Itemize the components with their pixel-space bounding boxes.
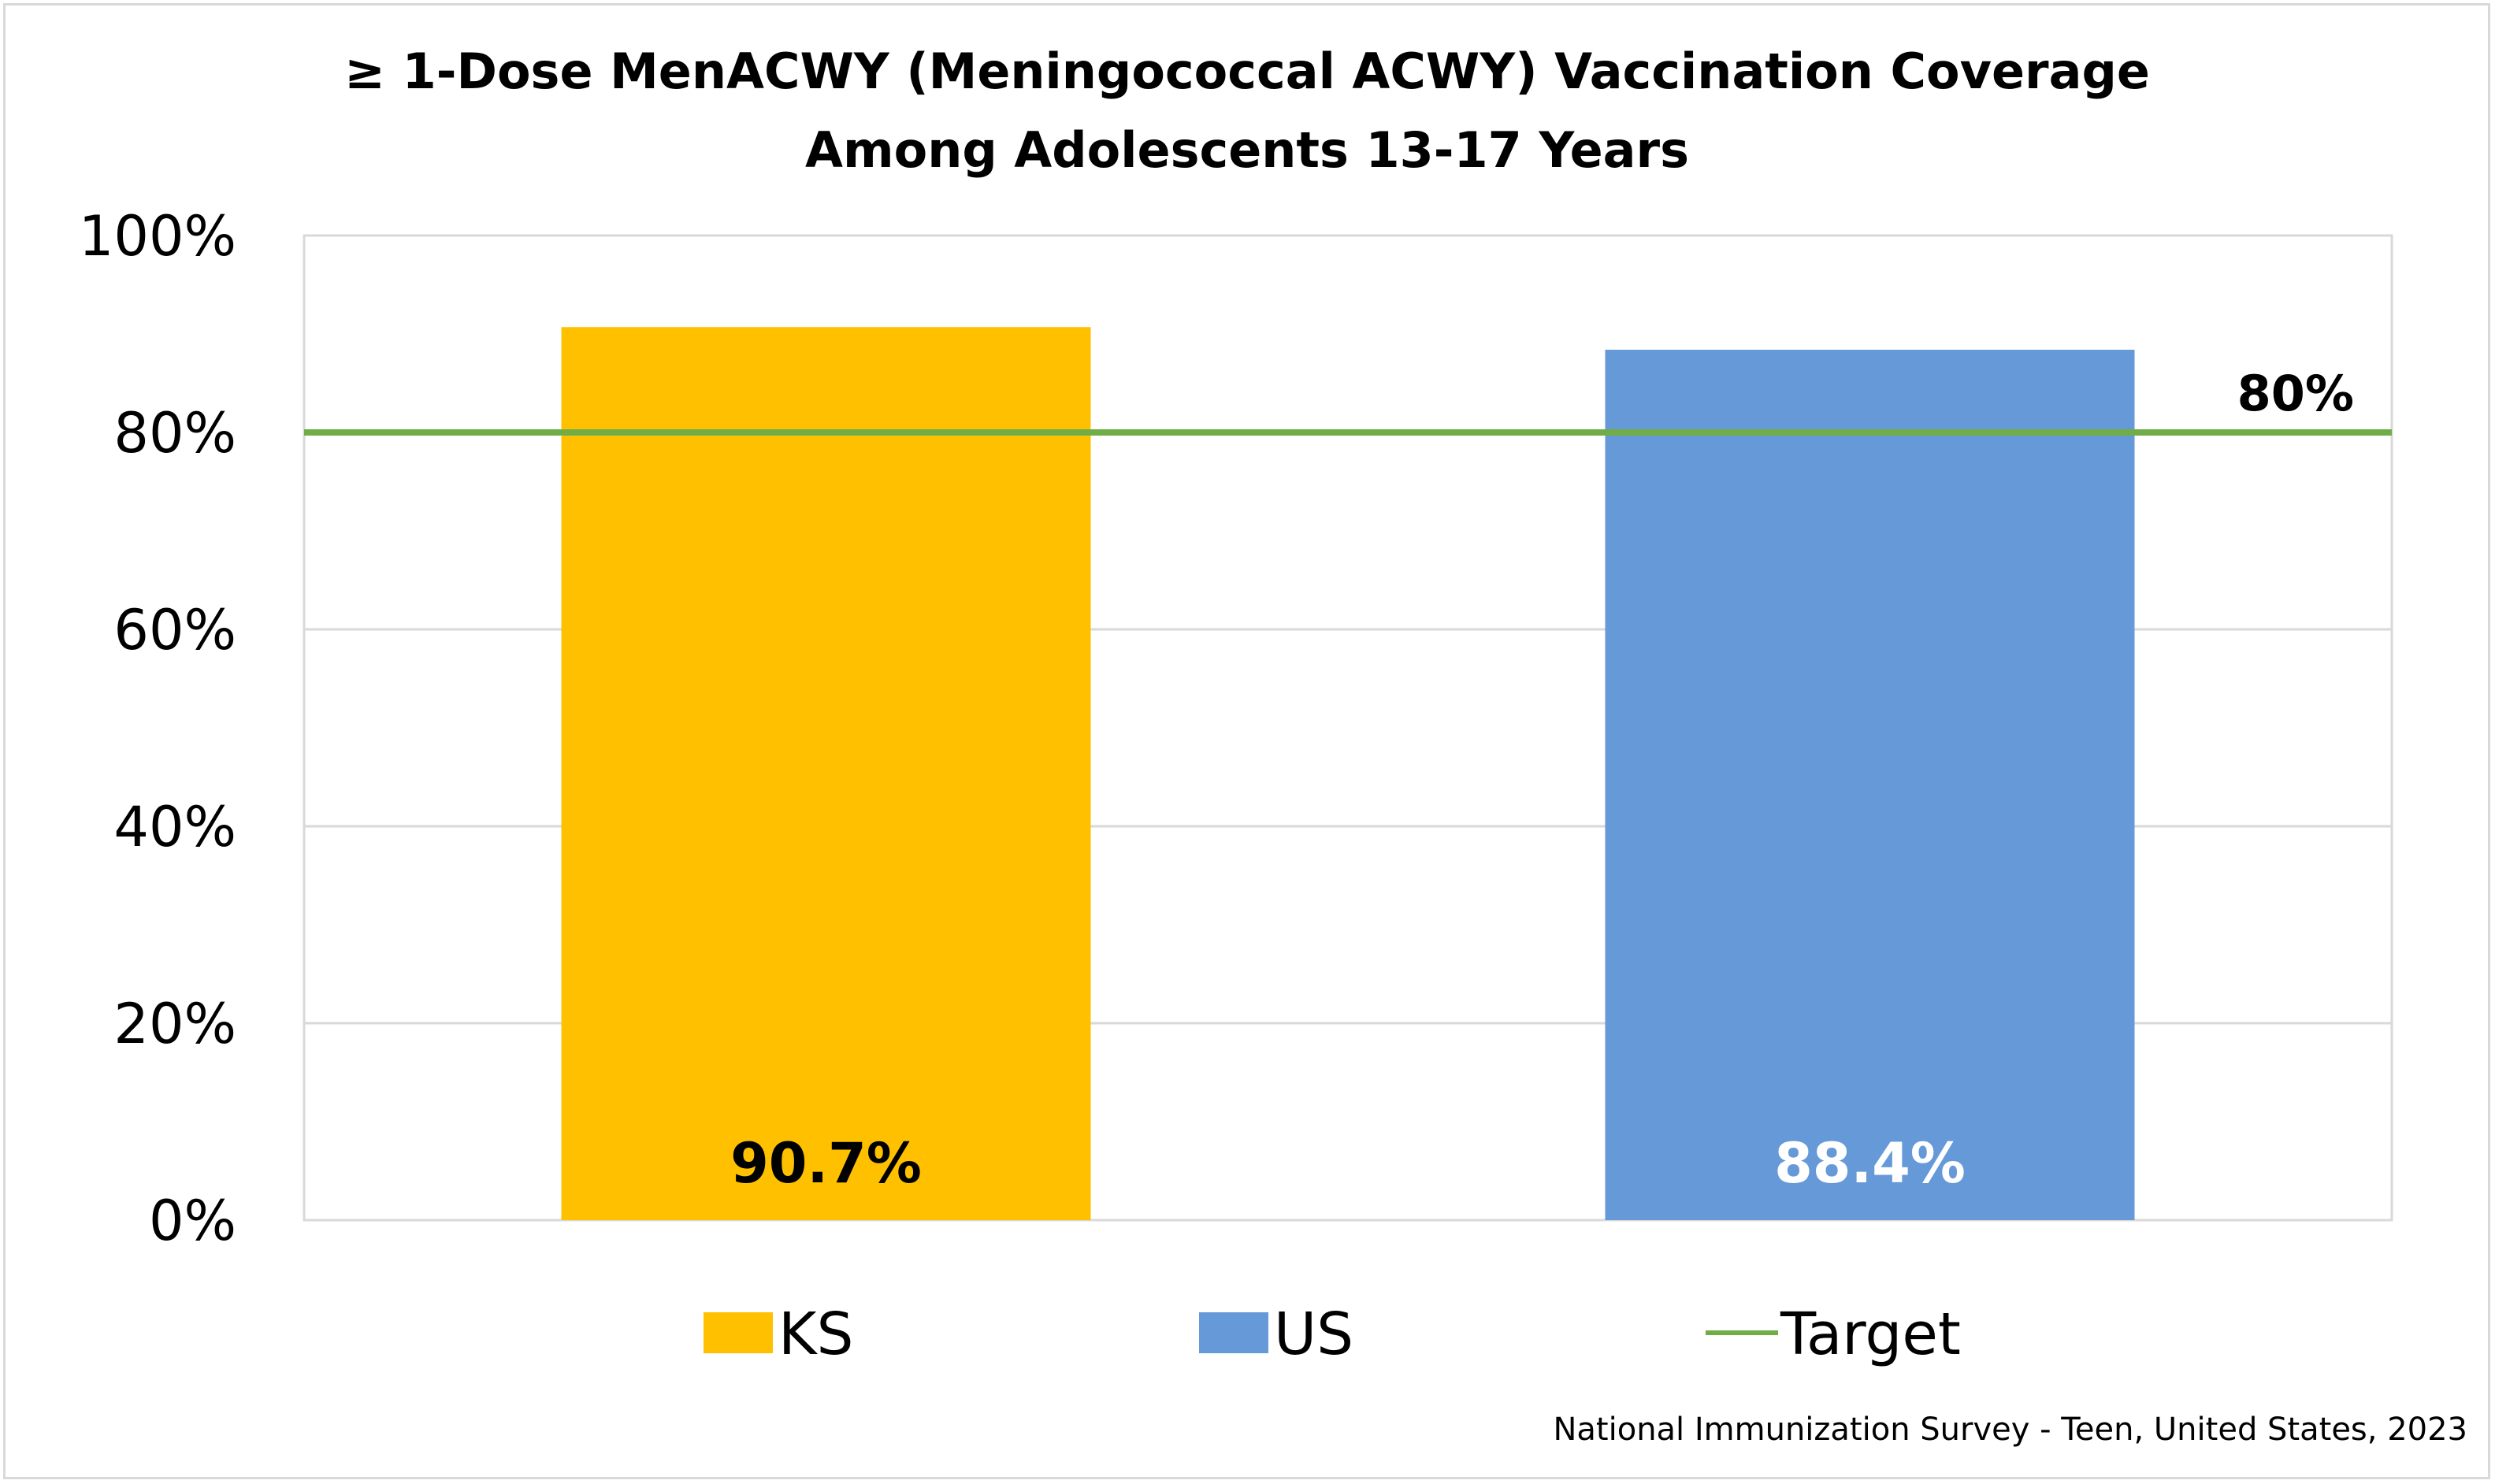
legend-label-target: Target xyxy=(1780,1300,1961,1368)
y-tick-label: 20% xyxy=(113,992,236,1056)
y-tick-label: 60% xyxy=(113,598,236,662)
legend-swatch-us xyxy=(1199,1312,1268,1353)
bar-ks xyxy=(561,327,1091,1220)
source-note: National Immunization Survey - Teen, Uni… xyxy=(1553,1412,2467,1448)
y-tick-label: 0% xyxy=(149,1189,236,1253)
chart-frame xyxy=(3,3,2490,1479)
data-label-us: 88.4% xyxy=(1774,1131,1966,1196)
y-tick-label: 100% xyxy=(79,204,236,269)
legend-label-us: US xyxy=(1274,1300,1353,1368)
target-label: 80% xyxy=(2237,365,2354,422)
chart-legend: KS US Target xyxy=(704,1300,1961,1368)
y-tick-label: 80% xyxy=(113,401,236,466)
legend-label-ks: KS xyxy=(778,1300,854,1368)
legend-swatch-ks xyxy=(704,1312,773,1353)
chart-title-line-2: Among Adolescents 13-17 Years xyxy=(805,121,1689,179)
chart-title: ≥ 1-Dose MenACWY (Meningococcal ACWY) Va… xyxy=(344,43,2150,179)
y-tick-label: 40% xyxy=(113,795,236,859)
chart-title-line-1: ≥ 1-Dose MenACWY (Meningococcal ACWY) Va… xyxy=(344,43,2150,100)
plot-area: 0% 20% 40% 60% 80% 100% 90.7% 88.4% 80% xyxy=(79,204,2393,1253)
data-label-ks: 90.7% xyxy=(730,1131,922,1196)
bar-us xyxy=(1605,350,2135,1220)
plot-border xyxy=(303,234,2393,1222)
